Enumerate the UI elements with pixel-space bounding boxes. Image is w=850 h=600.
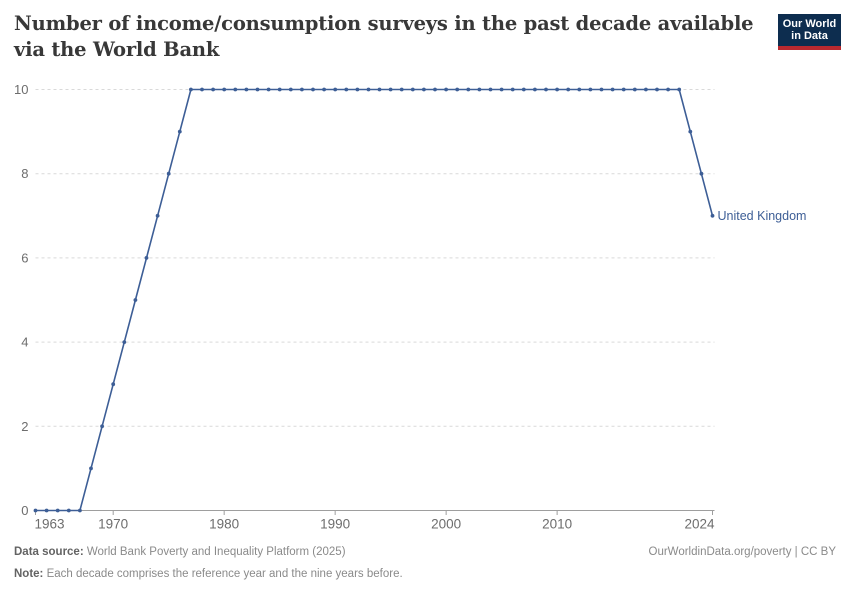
- y-tick-label-8: 8: [21, 166, 28, 181]
- y-tick-label-4: 4: [21, 335, 28, 350]
- data-point-1980[interactable]: [222, 87, 227, 92]
- data-point-2011[interactable]: [566, 87, 571, 92]
- data-point-1978[interactable]: [200, 87, 204, 92]
- data-point-2013[interactable]: [588, 87, 593, 92]
- note-label: Note:: [14, 568, 44, 580]
- x-tick-label-2010: 2010: [542, 517, 572, 532]
- data-point-1987[interactable]: [300, 87, 304, 92]
- data-point-2016[interactable]: [621, 87, 626, 92]
- data-point-1995[interactable]: [388, 87, 393, 92]
- data-point-2000[interactable]: [444, 87, 448, 92]
- data-point-1965[interactable]: [55, 508, 60, 513]
- data-point-2008[interactable]: [533, 87, 537, 92]
- attribution-link[interactable]: OurWorldinData.org/poverty | CC BY: [648, 546, 836, 558]
- data-point-1992[interactable]: [355, 87, 360, 92]
- data-point-2006[interactable]: [510, 87, 515, 92]
- data-point-1984[interactable]: [266, 87, 271, 92]
- data-point-2005[interactable]: [499, 87, 504, 92]
- data-point-1969[interactable]: [100, 424, 104, 429]
- data-point-1986[interactable]: [288, 87, 293, 92]
- data-source-label: Data source:: [14, 546, 84, 558]
- data-point-2003[interactable]: [477, 87, 482, 92]
- data-point-2020[interactable]: [666, 87, 670, 92]
- data-point-1975[interactable]: [166, 171, 171, 176]
- data-point-1976[interactable]: [177, 129, 182, 134]
- y-tick-label-0: 0: [21, 503, 28, 518]
- data-point-2015[interactable]: [610, 87, 615, 92]
- data-point-1991[interactable]: [344, 87, 349, 92]
- owid-logo[interactable]: Our World in Data: [778, 14, 841, 50]
- data-point-1993[interactable]: [366, 87, 371, 92]
- data-point-2001[interactable]: [455, 87, 460, 92]
- data-point-1973[interactable]: [144, 256, 149, 260]
- x-tick-label-1990: 1990: [320, 517, 350, 532]
- data-point-1974[interactable]: [155, 213, 160, 218]
- data-point-1997[interactable]: [410, 87, 415, 92]
- data-point-1972[interactable]: [133, 298, 138, 302]
- data-point-2007[interactable]: [521, 87, 526, 92]
- data-point-2010[interactable]: [555, 87, 559, 92]
- data-point-1979[interactable]: [211, 87, 216, 92]
- data-point-2019[interactable]: [655, 87, 659, 92]
- data-point-1999[interactable]: [433, 87, 437, 92]
- note-text: Note: Each decade comprises the referenc…: [14, 568, 403, 580]
- y-tick-label-10: 10: [14, 82, 28, 97]
- data-point-2004[interactable]: [488, 87, 493, 92]
- data-point-1981[interactable]: [233, 87, 238, 92]
- data-point-2012[interactable]: [577, 87, 582, 92]
- data-point-1989[interactable]: [322, 87, 326, 92]
- data-point-2023[interactable]: [699, 171, 704, 176]
- data-point-2018[interactable]: [644, 87, 648, 92]
- data-point-1982[interactable]: [244, 87, 249, 92]
- data-point-1994[interactable]: [377, 87, 382, 92]
- data-point-2002[interactable]: [466, 87, 471, 92]
- data-point-2014[interactable]: [599, 87, 604, 92]
- data-point-2024[interactable]: [710, 213, 715, 218]
- x-tick-label-2000: 2000: [431, 517, 461, 532]
- owid-logo-line2: in Data: [791, 30, 828, 42]
- owid-logo-line1: Our World: [782, 17, 837, 30]
- data-point-1963[interactable]: [33, 508, 38, 513]
- data-point-2021[interactable]: [677, 87, 682, 92]
- data-point-1977[interactable]: [189, 87, 193, 92]
- data-point-1966[interactable]: [66, 508, 71, 513]
- entity-label-united-kingdom[interactable]: United Kingdom: [718, 209, 807, 223]
- x-tick-label-2024: 2024: [684, 517, 715, 532]
- data-point-1970[interactable]: [111, 382, 116, 387]
- data-point-1967[interactable]: [78, 508, 82, 513]
- y-tick-label-2: 2: [21, 419, 28, 434]
- data-point-1996[interactable]: [399, 87, 404, 92]
- data-point-1964[interactable]: [44, 508, 49, 513]
- data-point-1985[interactable]: [277, 87, 282, 92]
- data-point-2022[interactable]: [688, 129, 693, 134]
- data-point-1968[interactable]: [89, 466, 93, 471]
- data-point-1971[interactable]: [122, 340, 127, 344]
- x-tick-label-1980: 1980: [209, 517, 239, 532]
- data-point-1990[interactable]: [333, 87, 338, 92]
- data-source-text: Data source: World Bank Poverty and Ineq…: [14, 546, 346, 558]
- data-point-1998[interactable]: [422, 87, 426, 92]
- data-point-2017[interactable]: [632, 87, 637, 92]
- chart-footer: Data source: World Bank Poverty and Ineq…: [14, 545, 836, 581]
- y-tick-label-6: 6: [21, 250, 28, 265]
- page-title: Number of income/consumption surveys in …: [14, 12, 754, 61]
- x-tick-label-1963: 1963: [35, 517, 65, 532]
- data-point-1983[interactable]: [255, 87, 260, 92]
- x-tick-label-1970: 1970: [98, 517, 128, 532]
- data-point-1988[interactable]: [311, 87, 315, 92]
- data-point-2009[interactable]: [544, 87, 548, 92]
